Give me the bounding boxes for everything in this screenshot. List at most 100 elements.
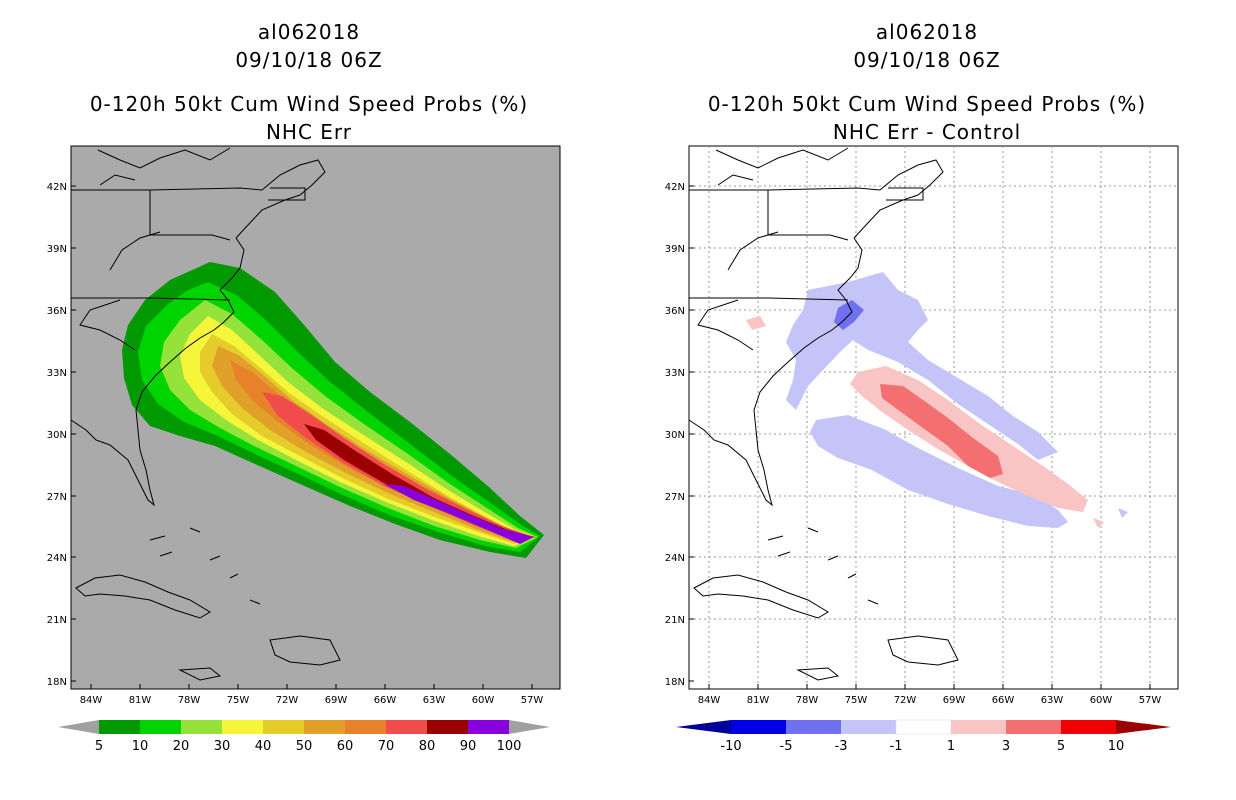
lat-label: 42N — [47, 182, 67, 193]
lat-label: 39N — [47, 244, 67, 255]
storm-id-title: al062018 — [257, 20, 361, 44]
lat-label: 24N — [47, 553, 67, 564]
lon-label: 84W — [698, 695, 721, 706]
colorbar-label: 50 — [296, 739, 313, 754]
colorbar-label: 90 — [460, 739, 477, 754]
colorbar-label: 70 — [378, 739, 395, 754]
colorbar-label: -10 — [720, 739, 741, 754]
lat-label: 39N — [665, 244, 685, 255]
lon-label: 66W — [374, 695, 397, 706]
band-30 — [180, 316, 536, 546]
lon-label: 81W — [747, 695, 770, 706]
probability-map: 84W 81W 78W 75W 72W 69W 66W 63W 60W 57W … — [47, 145, 561, 754]
lat-label: 18N — [665, 677, 685, 688]
colorbar-bin — [140, 720, 181, 734]
lat-label: 21N — [665, 615, 685, 626]
left-panel: al062018 09/10/18 06Z 0-120h 50kt Cum Wi… — [47, 20, 561, 754]
colorbar-label: -1 — [890, 739, 903, 754]
lat-label: 30N — [47, 430, 67, 441]
colorbar-bin — [427, 720, 468, 734]
lon-ticks — [90, 684, 533, 689]
lon-labels: 84W 81W 78W 75W 72W 69W 66W 63W 60W 57W — [80, 695, 544, 706]
subtitle: NHC Err — [265, 120, 353, 144]
band-80 — [304, 424, 534, 540]
lat-label: 27N — [665, 492, 685, 503]
lon-label: 81W — [129, 695, 152, 706]
colorbar-bin — [386, 720, 427, 734]
colorbar-label: 10 — [132, 739, 149, 754]
colorbar-label: 3 — [1002, 739, 1010, 754]
coastlines — [70, 147, 341, 681]
colorbar-label: 60 — [337, 739, 354, 754]
lat-ticks — [71, 185, 76, 682]
lon-label: 75W — [227, 695, 250, 706]
colorbar-bin — [951, 720, 1006, 734]
colorbar-label: 10 — [1108, 739, 1125, 754]
colorbar-bin — [181, 720, 222, 734]
colorbar-over-arrow — [509, 720, 550, 734]
neg-1-3-region — [1118, 508, 1128, 518]
right-panel: al062018 09/10/18 06Z 0-120h 50kt Cum Wi… — [618, 0, 1236, 800]
datetime-title: 09/10/18 06Z — [235, 48, 383, 72]
colorbar-label: 80 — [419, 739, 436, 754]
lat-label: 18N — [47, 677, 67, 688]
lon-label: 57W — [1139, 695, 1162, 706]
neg-1-3-region — [810, 415, 1068, 528]
lon-label: 72W — [894, 695, 917, 706]
colorbar-label: 30 — [214, 739, 231, 754]
lat-ticks — [689, 185, 694, 682]
colorbar-under-arrow — [676, 720, 731, 734]
colorbar-label: 100 — [497, 739, 522, 754]
colorbar-label: 1 — [947, 739, 955, 754]
lon-label: 78W — [796, 695, 819, 706]
colorbar-bin — [468, 720, 509, 734]
difference-map: 84W 81W 78W 75W 72W 69W 66W 63W 60W 57W … — [665, 145, 1179, 754]
lon-label: 66W — [992, 695, 1015, 706]
colorbar-label: -5 — [780, 739, 793, 754]
band-90 — [384, 484, 534, 544]
lat-labels: 42N 39N 36N 33N 30N 27N 24N 21N 18N — [47, 182, 67, 688]
band-50 — [212, 346, 536, 542]
coastlines — [688, 147, 959, 681]
lon-label: 69W — [325, 695, 348, 706]
lat-label: 21N — [47, 615, 67, 626]
colorbar-bin — [1006, 720, 1061, 734]
lon-label: 75W — [845, 695, 868, 706]
colorbar-label: 20 — [173, 739, 190, 754]
colorbar-label: -3 — [835, 739, 848, 754]
band-70 — [262, 392, 536, 540]
left-colorbar: 5 10 20 30 40 50 60 70 80 90 100 — [58, 720, 550, 754]
lat-label: 42N — [665, 182, 685, 193]
storm-id-title: al062018 — [875, 20, 979, 44]
product-title: 0-120h 50kt Cum Wind Speed Probs (%) — [707, 92, 1147, 116]
lon-label: 60W — [1090, 695, 1113, 706]
colorbar-bin — [786, 720, 841, 734]
difference-shading — [746, 272, 1128, 528]
lon-label: 78W — [178, 695, 201, 706]
pos-1-3-region — [1093, 518, 1104, 528]
colorbar-bin — [99, 720, 140, 734]
product-title: 0-120h 50kt Cum Wind Speed Probs (%) — [89, 92, 529, 116]
subtitle: NHC Err - Control — [832, 120, 1022, 144]
colorbar-bin — [263, 720, 304, 734]
lon-label: 84W — [80, 695, 103, 706]
lon-label: 60W — [472, 695, 495, 706]
lat-label: 30N — [665, 430, 685, 441]
lat-label: 36N — [47, 306, 67, 317]
lon-ticks — [708, 684, 1151, 689]
lon-label: 63W — [423, 695, 446, 706]
lat-label: 24N — [665, 553, 685, 564]
lat-labels: 42N 39N 36N 33N 30N 27N 24N 21N 18N — [665, 182, 685, 688]
lat-label: 36N — [665, 306, 685, 317]
colorbar-bin — [222, 720, 263, 734]
colorbar-label: 5 — [95, 739, 103, 754]
colorbar-bin — [304, 720, 345, 734]
right-colorbar: -10 -5 -3 -1 1 3 5 10 — [676, 719, 1171, 754]
pos-3-5-region — [880, 384, 1003, 478]
colorbar-under-arrow — [58, 720, 99, 734]
lon-label: 69W — [943, 695, 966, 706]
colorbar-bin — [1061, 720, 1116, 734]
lat-label: 33N — [665, 368, 685, 379]
colorbar-bin — [731, 720, 786, 734]
lat-label: 27N — [47, 492, 67, 503]
